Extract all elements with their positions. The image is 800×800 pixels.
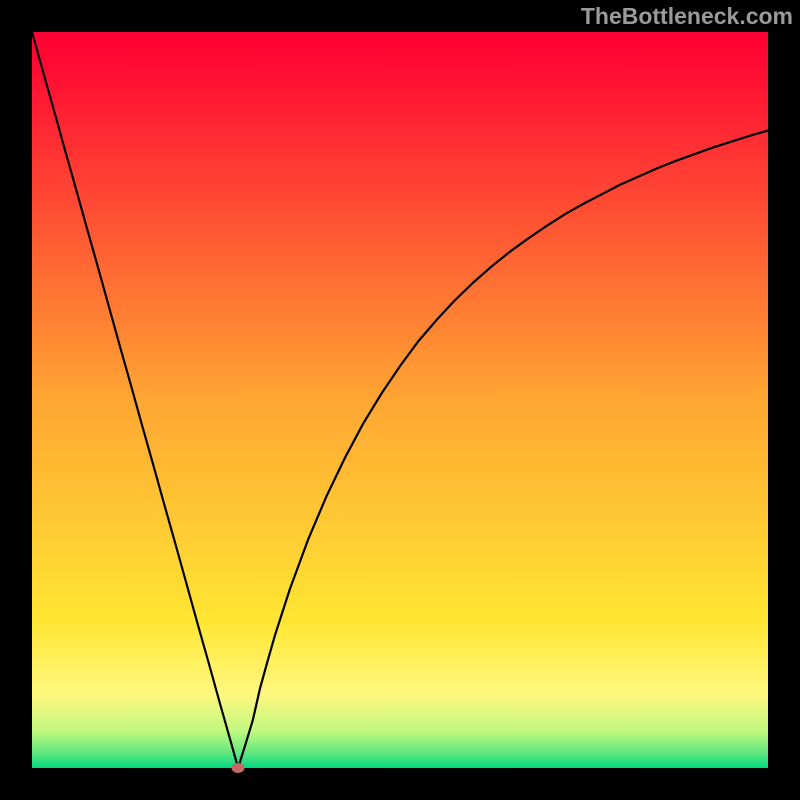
bottleneck-curve (32, 32, 768, 768)
chart-container: TheBottleneck.com (0, 0, 800, 800)
optimal-point-marker (232, 763, 245, 773)
plot-area (32, 32, 768, 768)
watermark-text: TheBottleneck.com (581, 3, 793, 30)
